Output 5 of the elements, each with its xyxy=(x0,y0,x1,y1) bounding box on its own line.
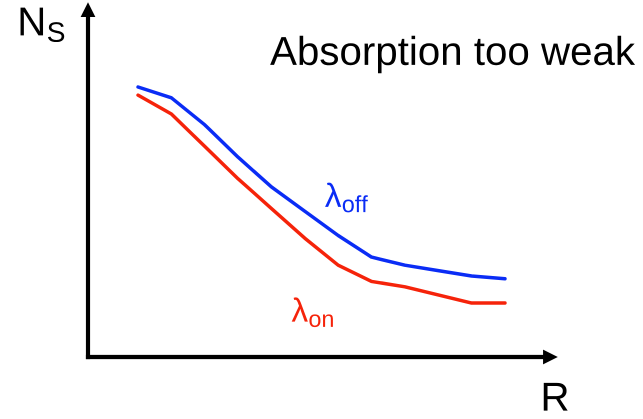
chart-title: Absorption too weak xyxy=(270,36,636,74)
y-axis-title: N$_{S}$ xyxy=(20,8,64,42)
x-axis-title: R xyxy=(544,382,568,411)
series-label: λ$_{on}$ xyxy=(292,297,333,328)
series-label: λ$_{off}$ xyxy=(325,182,368,212)
